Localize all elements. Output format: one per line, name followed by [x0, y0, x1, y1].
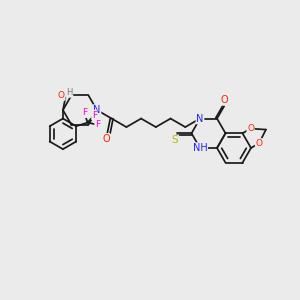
Text: F: F	[92, 110, 97, 119]
Text: N: N	[196, 114, 204, 124]
Text: F: F	[95, 120, 100, 129]
Text: O: O	[256, 139, 262, 148]
Text: O: O	[58, 91, 65, 100]
Text: NH: NH	[193, 143, 207, 153]
Text: O: O	[102, 134, 110, 144]
Text: S: S	[172, 135, 178, 145]
Text: N: N	[93, 105, 100, 115]
Text: O: O	[247, 124, 254, 133]
Text: H: H	[66, 88, 73, 97]
Text: F: F	[82, 108, 87, 117]
Text: O: O	[220, 95, 228, 105]
